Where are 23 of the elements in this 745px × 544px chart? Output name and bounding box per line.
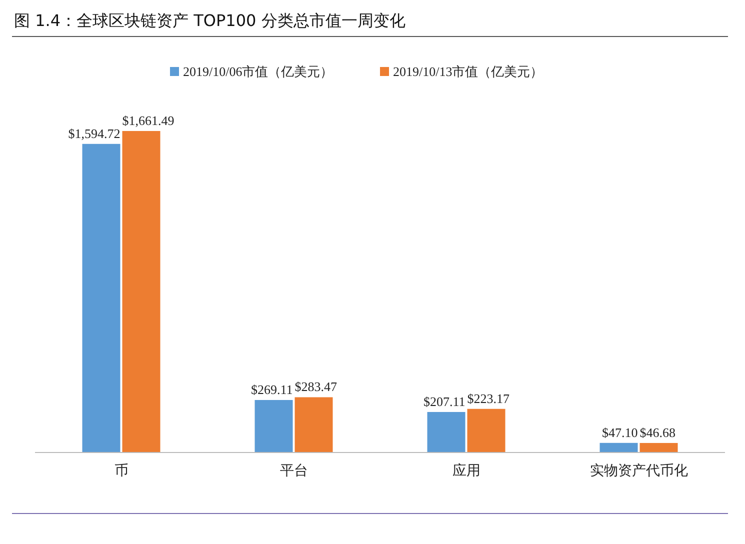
bar (122, 131, 160, 452)
x-tick-label: 实物资产代币化 (590, 463, 688, 479)
chart-title: 图 1.4：全球区块链资产 TOP100 分类总市值一周变化 (14, 11, 406, 30)
x-tick-label: 平台 (280, 463, 308, 479)
data-label: $1,594.72 (68, 126, 120, 141)
x-tick-label: 应用 (452, 463, 480, 479)
bar (82, 144, 120, 452)
legend-label: 2019/10/13市值（亿美元） (393, 64, 544, 79)
bar (640, 442, 678, 452)
bar (600, 442, 638, 452)
bar (254, 400, 293, 452)
data-label: $1,661.49 (122, 113, 174, 128)
legend-label: 2019/10/06市值（亿美元） (183, 64, 334, 79)
data-label: $46.68 (640, 424, 676, 440)
data-label: $269.11 (250, 382, 293, 398)
bar (294, 397, 333, 452)
data-label: $283.47 (294, 379, 338, 394)
data-label: $47.10 (602, 424, 638, 440)
bar (427, 412, 466, 452)
data-label: $207.11 (423, 394, 466, 409)
data-label: $223.17 (467, 390, 510, 406)
bar (467, 408, 506, 452)
x-tick-label: 币 (114, 463, 128, 479)
